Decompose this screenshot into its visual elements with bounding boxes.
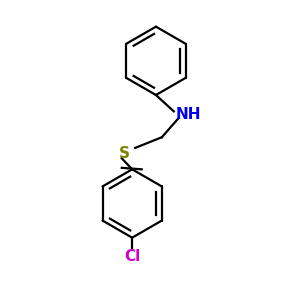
Text: S: S <box>119 146 130 161</box>
Text: Cl: Cl <box>124 249 140 264</box>
Text: NH: NH <box>175 107 201 122</box>
